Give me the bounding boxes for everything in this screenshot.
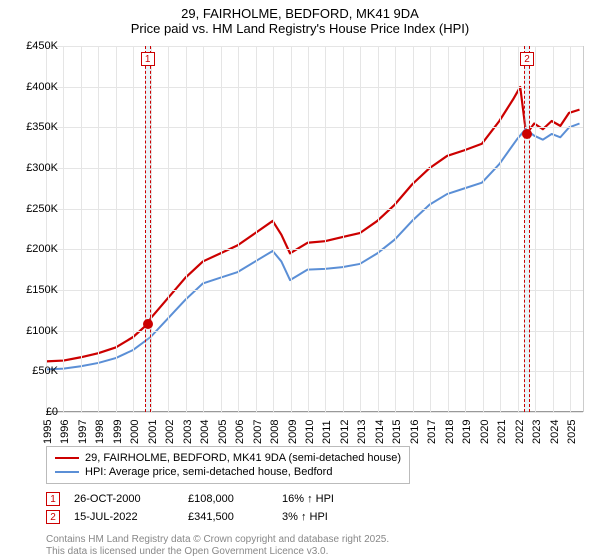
x-tick-label: 2015 (391, 420, 403, 444)
x-tick-label: 2022 (514, 420, 526, 444)
x-tick-label: 1995 (42, 420, 54, 444)
x-tick-label: 2025 (566, 420, 578, 444)
event-row: 1 26-OCT-2000 £108,000 16% ↑ HPI (46, 490, 372, 508)
chart-plot-area: 12 (46, 46, 584, 412)
x-tick-label: 2009 (287, 420, 299, 444)
events-table: 1 26-OCT-2000 £108,000 16% ↑ HPI 2 15-JU… (46, 490, 372, 526)
legend-row: HPI: Average price, semi-detached house,… (55, 465, 401, 479)
chart-container: 29, FAIRHOLME, BEDFORD, MK41 9DA Price p… (0, 0, 600, 560)
x-tick-label: 2001 (147, 420, 159, 444)
x-tick-label: 2016 (409, 420, 421, 444)
legend-swatch (55, 457, 79, 459)
x-tick-label: 2019 (461, 420, 473, 444)
event-date: 26-OCT-2000 (74, 493, 174, 505)
x-tick-label: 2005 (217, 420, 229, 444)
x-tick-label: 1998 (94, 420, 106, 444)
x-tick-label: 2020 (479, 420, 491, 444)
y-tick-label: £450K (8, 40, 58, 52)
y-tick-label: £250K (8, 203, 58, 215)
y-tick-label: £200K (8, 243, 58, 255)
x-tick-label: 2007 (252, 420, 264, 444)
legend-swatch (55, 471, 79, 473)
sale-marker-band (524, 46, 530, 412)
legend-label: HPI: Average price, semi-detached house,… (85, 466, 332, 478)
event-pct: 3% ↑ HPI (282, 511, 372, 523)
chart-lines-svg (46, 46, 583, 412)
title-subtitle: Price paid vs. HM Land Registry's House … (0, 21, 600, 36)
x-tick-label: 1997 (77, 420, 89, 444)
x-tick-label: 2008 (269, 420, 281, 444)
x-tick-label: 2004 (199, 420, 211, 444)
sale-marker-label: 2 (520, 52, 534, 66)
x-tick-label: 2010 (304, 420, 316, 444)
legend-row: 29, FAIRHOLME, BEDFORD, MK41 9DA (semi-d… (55, 451, 401, 465)
sale-marker-band (145, 46, 151, 412)
x-tick-label: 2018 (444, 420, 456, 444)
sale-dot-icon (522, 129, 532, 139)
y-tick-label: £0 (8, 406, 58, 418)
x-tick-label: 2014 (374, 420, 386, 444)
event-date: 15-JUL-2022 (74, 511, 174, 523)
event-pct: 16% ↑ HPI (282, 493, 372, 505)
y-tick-label: £350K (8, 121, 58, 133)
footer-line: This data is licensed under the Open Gov… (46, 546, 389, 558)
event-marker-icon: 1 (46, 492, 60, 506)
x-tick-label: 2011 (321, 420, 333, 444)
event-price: £341,500 (188, 511, 268, 523)
x-tick-label: 2000 (129, 420, 141, 444)
y-tick-label: £50K (8, 365, 58, 377)
legend-box: 29, FAIRHOLME, BEDFORD, MK41 9DA (semi-d… (46, 446, 410, 484)
x-tick-label: 2023 (531, 420, 543, 444)
x-tick-label: 2003 (182, 420, 194, 444)
x-tick-label: 2017 (426, 420, 438, 444)
y-tick-label: £300K (8, 162, 58, 174)
footer-attribution: Contains HM Land Registry data © Crown c… (46, 534, 389, 558)
x-tick-label: 2021 (496, 420, 508, 444)
sale-marker-label: 1 (141, 52, 155, 66)
event-price: £108,000 (188, 493, 268, 505)
x-tick-label: 2013 (356, 420, 368, 444)
x-tick-label: 1999 (112, 420, 124, 444)
title-block: 29, FAIRHOLME, BEDFORD, MK41 9DA Price p… (0, 0, 600, 36)
title-address: 29, FAIRHOLME, BEDFORD, MK41 9DA (0, 6, 600, 21)
y-tick-label: £100K (8, 325, 58, 337)
x-tick-label: 2012 (339, 420, 351, 444)
y-tick-label: £150K (8, 284, 58, 296)
footer-line: Contains HM Land Registry data © Crown c… (46, 534, 389, 546)
y-tick-label: £400K (8, 81, 58, 93)
x-tick-label: 2002 (164, 420, 176, 444)
legend-label: 29, FAIRHOLME, BEDFORD, MK41 9DA (semi-d… (85, 452, 401, 464)
event-row: 2 15-JUL-2022 £341,500 3% ↑ HPI (46, 508, 372, 526)
event-marker-icon: 2 (46, 510, 60, 524)
x-tick-label: 2006 (234, 420, 246, 444)
sale-dot-icon (143, 319, 153, 329)
x-tick-label: 2024 (549, 420, 561, 444)
x-tick-label: 1996 (59, 420, 71, 444)
